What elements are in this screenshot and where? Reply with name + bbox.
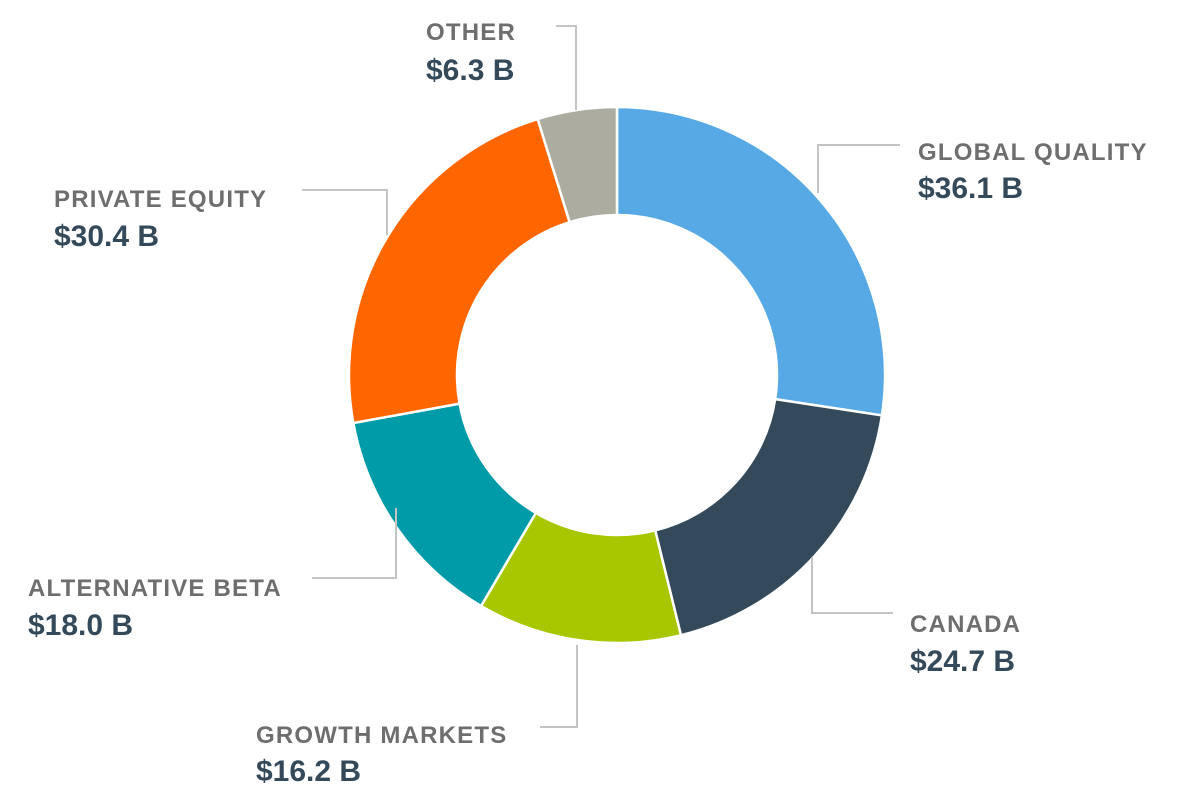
leader-line-global-quality bbox=[817, 144, 900, 193]
slice-label-growth-markets: GROWTH MARKETS bbox=[256, 722, 507, 749]
donut-slice-canada bbox=[653, 397, 884, 637]
slice-value-other: $6.3 B bbox=[426, 54, 514, 87]
leader-line-private-equity bbox=[302, 189, 388, 235]
slice-label-other: OTHER bbox=[426, 19, 516, 46]
donut-slice-global-quality bbox=[615, 105, 887, 417]
leader-line-canada bbox=[811, 557, 893, 614]
slice-label-canada: CANADA bbox=[910, 611, 1021, 638]
slice-value-canada: $24.7 B bbox=[910, 645, 1015, 678]
label-growth-markets: GROWTH MARKETS $16.2 B bbox=[256, 722, 507, 788]
label-other: OTHER $6.3 B bbox=[426, 19, 516, 87]
slice-label-global-quality: GLOBAL QUALITY bbox=[918, 139, 1148, 166]
slice-value-private-equity: $30.4 B bbox=[54, 220, 159, 253]
donut-slice-private-equity bbox=[347, 117, 572, 425]
donut-slices bbox=[347, 105, 887, 645]
slice-label-private-equity: PRIVATE EQUITY bbox=[54, 186, 267, 213]
donut-slice-other bbox=[536, 105, 619, 224]
leader-line-alternative-beta bbox=[312, 508, 397, 579]
label-alternative-beta: ALTERNATIVE BETA $18.0 B bbox=[28, 575, 282, 642]
label-canada: CANADA $24.7 B bbox=[910, 611, 1021, 678]
label-global-quality: GLOBAL QUALITY $36.1 B bbox=[918, 139, 1148, 205]
slice-value-global-quality: $36.1 B bbox=[918, 172, 1023, 205]
leader-line-growth-markets bbox=[540, 645, 578, 728]
slice-label-alternative-beta: ALTERNATIVE BETA bbox=[28, 575, 282, 602]
label-private-equity: PRIVATE EQUITY $30.4 B bbox=[54, 186, 267, 253]
slice-value-alternative-beta: $18.0 B bbox=[28, 609, 133, 642]
slice-value-growth-markets: $16.2 B bbox=[256, 755, 361, 788]
leader-line-other bbox=[556, 25, 577, 110]
leader-lines bbox=[302, 25, 900, 728]
